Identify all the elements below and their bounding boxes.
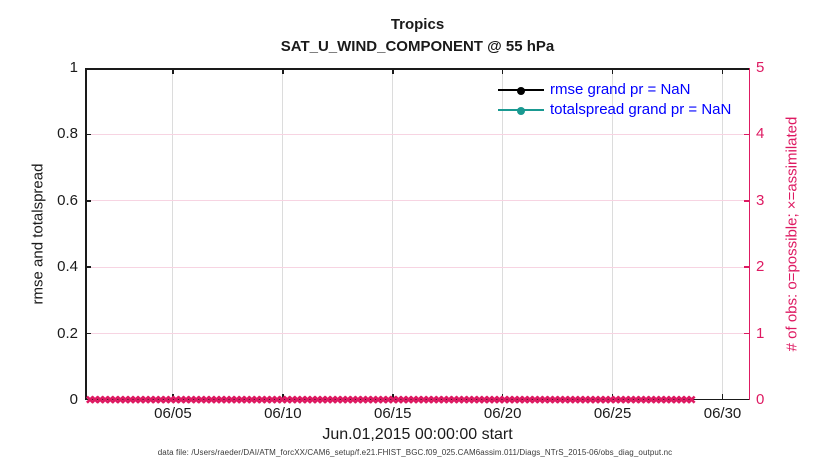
x-tick-label: 06/10 xyxy=(264,405,302,422)
x-gridline xyxy=(502,68,504,400)
legend-item: totalspread grand pr = NaN xyxy=(498,100,731,120)
x-tick-mark-top xyxy=(501,68,504,74)
y-tick-mark-left xyxy=(85,266,91,268)
y-tick-label-left: 1 xyxy=(69,59,78,76)
chart-title: Tropics xyxy=(390,16,445,33)
legend-line-sample xyxy=(498,87,544,95)
x-tick-mark-top xyxy=(611,68,614,74)
y-tick-mark-right xyxy=(744,332,750,335)
x-tick-mark-bottom xyxy=(501,394,504,400)
y-tick-label-right: 2 xyxy=(756,258,765,276)
x-gridline xyxy=(722,68,724,400)
y-gridline xyxy=(85,133,750,135)
y-tick-mark-right xyxy=(744,266,750,268)
y-tick-label-right: 3 xyxy=(756,191,765,209)
chart-subtitle: SAT_U_WIND_COMPONENT @ 55 hPa xyxy=(280,38,555,55)
y-gridline xyxy=(85,200,750,202)
y-tick-label-left: 0.2 xyxy=(57,324,78,342)
x-tick-label: 06/30 xyxy=(703,405,742,422)
legend-item-label: rmse grand pr = NaN xyxy=(550,81,691,98)
x-tick-mark-bottom xyxy=(282,394,284,400)
y-tick-mark-left xyxy=(85,200,91,202)
legend: rmse grand pr = NaN totalspread grand pr … xyxy=(498,80,731,120)
x-tick-mark-bottom xyxy=(172,394,174,400)
legend-marker-dot-icon xyxy=(517,87,525,95)
x-tick-mark-top xyxy=(392,68,394,74)
x-tick-label: 06/05 xyxy=(154,405,192,422)
axis-spine-top xyxy=(85,68,750,70)
y-tick-mark-left xyxy=(85,133,91,136)
y-tick-mark-right xyxy=(744,200,750,202)
plot-area: ✖✖✖✖✖✖✖✖✖✖✖✖✖✖✖✖✖✖✖✖✖✖✖✖✖✖✖✖✖✖✖✖✖✖✖✖✖✖✖✖… xyxy=(85,68,750,406)
y-tick-label-left: 0.8 xyxy=(57,125,78,143)
legend-marker-dot-icon xyxy=(517,107,525,115)
x-gridline xyxy=(612,68,614,400)
x-axis-label: Jun.01,2015 00:00:00 start xyxy=(322,426,513,443)
x-tick-mark-top xyxy=(282,68,284,74)
y-tick-label-left: 0 xyxy=(69,391,78,408)
x-tick-label: 06/25 xyxy=(593,405,632,422)
y-tick-mark-right xyxy=(744,133,750,136)
data-file-footnote: data file: /Users/raeder/DAI/ATM_forcXX/… xyxy=(157,448,673,457)
x-gridline xyxy=(172,68,174,400)
x-tick-mark-top xyxy=(721,68,724,74)
y-gridline xyxy=(85,266,750,268)
x-tick-mark-bottom xyxy=(611,394,614,400)
y-tick-label-left: 0.6 xyxy=(57,191,78,209)
axis-spine-right xyxy=(748,68,750,400)
axis-spine-bottom xyxy=(85,398,750,400)
y-tick-label-right: 5 xyxy=(756,59,765,76)
y-tick-label-right: 0 xyxy=(756,391,765,408)
x-tick-label: 06/20 xyxy=(483,405,522,422)
x-tick-mark-bottom xyxy=(392,394,394,400)
obs-markers-band: ✖✖✖✖✖✖✖✖✖✖✖✖✖✖✖✖✖✖✖✖✖✖✖✖✖✖✖✖✖✖✖✖✖✖✖✖✖✖✖✖… xyxy=(85,394,697,406)
y-tick-label-right: 1 xyxy=(756,324,765,342)
x-gridline xyxy=(282,68,284,400)
axis-spine-left xyxy=(85,68,87,400)
x-tick-mark-bottom xyxy=(721,394,724,400)
y-tick-label-right: 4 xyxy=(756,125,765,143)
y-axis-label-right: # of obs: o=possible; ×=assimilated xyxy=(783,116,801,352)
y-axis-label-left: rmse and totalspread xyxy=(29,163,47,305)
y-tick-label-left: 0.4 xyxy=(57,258,78,276)
x-tick-label: 06/15 xyxy=(373,405,412,422)
x-tick-mark-top xyxy=(172,68,174,74)
legend-line-sample xyxy=(498,107,544,115)
legend-item-label: totalspread grand pr = NaN xyxy=(550,101,732,118)
legend-item: rmse grand pr = NaN xyxy=(498,80,731,100)
y-tick-mark-left xyxy=(85,332,91,335)
y-gridline xyxy=(85,333,750,335)
x-gridline xyxy=(392,68,394,400)
